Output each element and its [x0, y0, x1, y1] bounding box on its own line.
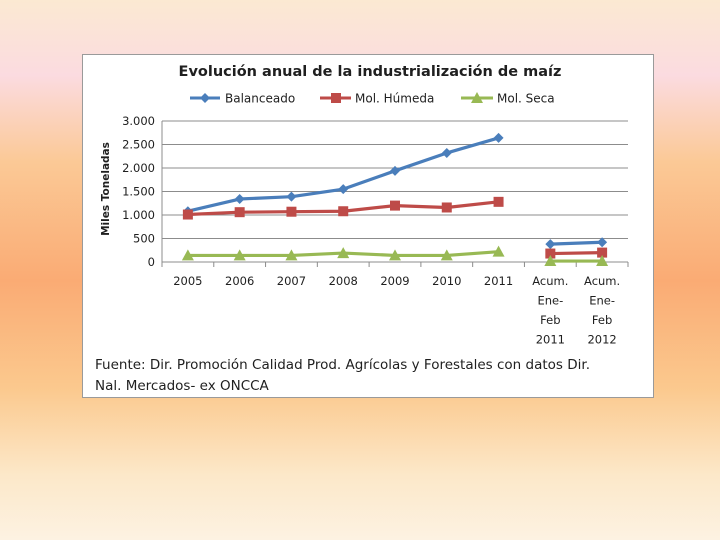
x-tick-label-8-line-0: Acum. [584, 274, 620, 288]
source-note-line2: Nal. Mercados- ex ONCCA [95, 378, 270, 394]
y-tick-label-1500: 1.500 [122, 185, 155, 199]
series-1-point-8 [597, 247, 608, 258]
series-layer [181, 132, 609, 267]
y-tick-label-2500: 2.500 [122, 138, 155, 152]
x-tick-label-7-line-3: 2011 [536, 333, 565, 347]
x-tick-label-6-line-0: 2011 [484, 274, 513, 288]
series-0-point-6 [493, 132, 504, 143]
series-2-point-4 [389, 249, 401, 261]
series-1-point-5 [441, 202, 452, 213]
series-1-point-7 [545, 248, 556, 259]
series-0-point-3 [338, 184, 349, 195]
series-0 [182, 132, 608, 250]
x-tick-label-8-line-1: Ene- [589, 294, 615, 308]
series-1-point-2 [286, 206, 297, 217]
legend-marker-balanceado [200, 93, 210, 103]
x-tick-label-8-line-3: 2012 [587, 333, 616, 347]
series-2-point-7 [544, 255, 557, 267]
series-0-point-5 [441, 147, 452, 158]
series-2-point-8 [596, 255, 609, 267]
legend: Balanceado Mol. Húmeda Mol. Seca [190, 92, 555, 106]
source-note-line1: Fuente: Dir. Promoción Calidad Prod. Agr… [95, 357, 590, 373]
legend-marker-mol-seca [471, 92, 483, 103]
series-1-point-4 [390, 200, 400, 211]
chart-frame: Evolución anual de la industrialización … [82, 54, 654, 398]
legend-label-mol-humeda: Mol. Húmeda [355, 92, 434, 106]
series-2-point-2 [285, 249, 298, 261]
series-2-point-3 [337, 247, 350, 259]
chart-title: Evolución anual de la industrialización … [179, 64, 562, 80]
x-tick-label-0: 2005 [173, 274, 202, 288]
series-2-point-6 [492, 245, 505, 257]
series-1-point-1 [234, 207, 245, 218]
x-tick-label-3: 2008 [329, 274, 358, 288]
series-0-point-8 [597, 237, 608, 248]
series-2-point-5 [440, 249, 453, 261]
y-tick-label-3000: 3.000 [122, 114, 155, 128]
series-0-point-1 [234, 194, 245, 205]
x-tick-label-8-line-2: Feb [592, 313, 612, 327]
x-tick-label-0-line-0: 2005 [173, 274, 202, 288]
x-tick-label-7-line-0: Acum. [532, 274, 568, 288]
x-tick-labels: 2005 2006 2007 2008 2009 2010 2011 Acum. Ene- Feb… [173, 274, 620, 347]
series-1-line-1 [550, 251, 603, 256]
series-2-point-1 [233, 249, 246, 261]
series-2-point-0 [181, 249, 194, 261]
series-1-point-0 [182, 209, 193, 220]
series-1 [182, 196, 608, 259]
y-tick-label-500: 500 [133, 232, 155, 246]
y-tick-label-0: 0 [148, 255, 155, 269]
series-0-point-7 [545, 239, 556, 250]
legend-marker-mol-humeda [331, 93, 341, 103]
series-1-point-6 [493, 196, 504, 207]
legend-label-mol-seca: Mol. Seca [497, 92, 555, 106]
x-tick-label-7: Acum. Ene- Feb 2011 [532, 274, 568, 347]
x-tick-label-1: 2006 [225, 274, 254, 288]
series-2 [181, 245, 609, 267]
chart-svg: Evolución anual de la industrialización … [95, 64, 629, 394]
x-tick-label-7-line-2: Feb [540, 313, 560, 327]
series-1-point-3 [338, 206, 349, 217]
x-tick-label-6: 2011 [484, 274, 513, 288]
series-0-point-4 [390, 165, 400, 176]
x-tick-label-4: 2009 [380, 274, 409, 288]
x-tick-label-5: 2010 [432, 274, 461, 288]
x-tick-label-3-line-0: 2008 [329, 274, 358, 288]
x-tick-label-8: Acum. Ene- Feb 2012 [584, 274, 620, 347]
x-tick-label-2-line-0: 2007 [277, 274, 306, 288]
series-0-line-1 [550, 240, 603, 246]
series-0-line-0 [187, 136, 500, 213]
x-tick-label-4-line-0: 2009 [380, 274, 409, 288]
x-tick-label-5-line-0: 2010 [432, 274, 461, 288]
legend-label-balanceado: Balanceado [225, 92, 295, 106]
x-tick-label-7-line-1: Ene- [537, 294, 563, 308]
y-tick-labels: 0 500 1.000 1.500 2.000 2.500 3.000 [122, 114, 155, 269]
series-0-point-2 [286, 191, 297, 202]
y-axis-title: Miles Toneladas [100, 142, 112, 236]
x-tick-label-2: 2007 [277, 274, 306, 288]
y-tick-label-2000: 2.000 [122, 161, 155, 175]
x-tick-label-1-line-0: 2006 [225, 274, 254, 288]
y-tick-label-1000: 1.000 [122, 208, 155, 222]
